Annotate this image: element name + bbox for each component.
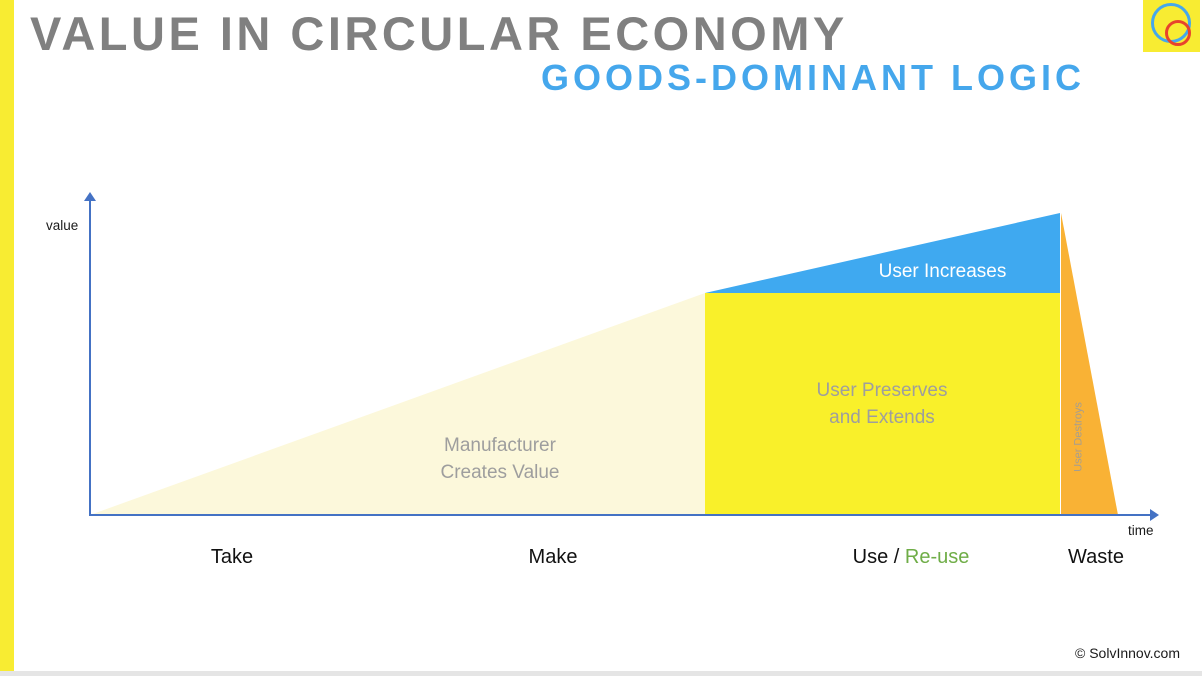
solvinnov-logo (1143, 0, 1200, 52)
segment-user-preserves-and-extends (705, 293, 1060, 515)
label-line: and Extends (829, 406, 935, 428)
copyright-text: © SolvInnov.com (1075, 645, 1180, 661)
x-axis-label: time (1128, 523, 1154, 538)
phase-label-use-part: Use / (852, 546, 905, 568)
label-user-increases: User Increases (878, 261, 1007, 282)
left-accent-bar (0, 0, 14, 671)
label-manufacturer-creates-value: Manufacturer Creates Value (400, 433, 600, 487)
y-axis-label: value (46, 218, 79, 233)
bottom-accent-strip (0, 671, 1202, 676)
y-axis-arrow-icon (84, 192, 96, 201)
phase-label-reuse-part: Re-use (904, 546, 970, 568)
label-line: Manufacturer (444, 435, 556, 456)
y-axis-line (89, 200, 91, 515)
logo-red-circle-icon (1165, 20, 1191, 46)
phase-label-use-reuse: Use / Re-use (821, 546, 1001, 569)
page-title: VALUE IN CIRCULAR ECONOMY (30, 7, 848, 60)
phase-label-take: Take (210, 546, 254, 568)
segment-manufacturer-creates-value (90, 293, 705, 515)
phase-label-make: Make (528, 546, 578, 568)
x-axis-arrow-icon (1150, 509, 1159, 521)
x-axis-line (89, 514, 1151, 516)
label-user-destroys: User Destroys (1072, 402, 1085, 472)
phase-label-waste: Waste (1068, 546, 1124, 568)
label-line: Creates Value (440, 461, 560, 483)
page-subtitle: GOODS-DOMINANT LOGIC (541, 57, 1085, 98)
label-line: User Preserves (816, 380, 948, 401)
label-user-preserves-and-extends: User Preserves and Extends (782, 378, 982, 432)
